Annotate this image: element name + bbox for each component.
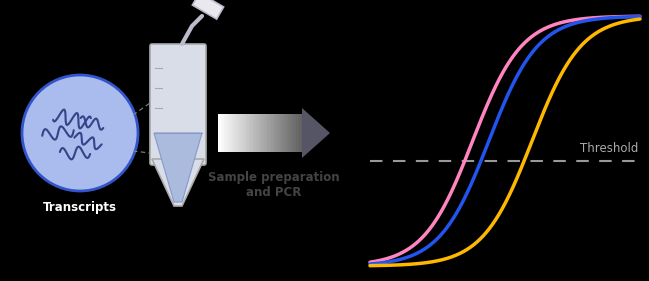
Bar <box>239 114 240 152</box>
Text: Threshold: Threshold <box>580 142 638 155</box>
Bar <box>229 114 230 152</box>
Bar <box>257 114 258 152</box>
Bar <box>221 114 222 152</box>
Bar <box>275 114 277 152</box>
Polygon shape <box>302 108 330 158</box>
Bar <box>288 114 289 152</box>
Bar <box>285 114 287 152</box>
Bar <box>287 114 288 152</box>
Bar <box>274 114 275 152</box>
Bar <box>253 114 254 152</box>
Bar <box>267 114 269 152</box>
Bar <box>264 114 265 152</box>
Bar <box>252 114 253 152</box>
Text: Transcripts: Transcripts <box>43 201 117 214</box>
Bar <box>222 114 224 152</box>
Bar <box>234 114 235 152</box>
Text: Sample preparation
and PCR: Sample preparation and PCR <box>208 171 340 199</box>
Bar <box>291 114 292 152</box>
Bar <box>269 114 270 152</box>
Bar <box>262 114 263 152</box>
Bar <box>282 114 284 152</box>
Bar <box>247 114 249 152</box>
Bar <box>281 114 282 152</box>
Bar <box>230 114 232 152</box>
Bar <box>295 114 297 152</box>
Bar <box>224 114 225 152</box>
Bar <box>263 114 264 152</box>
Bar <box>284 114 285 152</box>
Polygon shape <box>192 0 224 19</box>
Bar <box>297 114 298 152</box>
Bar <box>256 114 257 152</box>
FancyBboxPatch shape <box>150 44 206 165</box>
Bar <box>265 114 267 152</box>
Bar <box>236 114 238 152</box>
Bar <box>225 114 227 152</box>
Bar <box>260 114 262 152</box>
Bar <box>251 114 252 152</box>
Bar <box>246 114 247 152</box>
Bar <box>280 114 281 152</box>
Bar <box>273 114 274 152</box>
Bar <box>292 114 293 152</box>
Bar <box>300 114 302 152</box>
Polygon shape <box>152 159 204 206</box>
Bar <box>219 114 221 152</box>
Bar <box>243 114 245 152</box>
Bar <box>218 114 219 152</box>
Bar <box>240 114 242 152</box>
Bar <box>249 114 251 152</box>
Bar <box>227 114 228 152</box>
Bar <box>238 114 239 152</box>
Circle shape <box>22 75 138 191</box>
Bar <box>245 114 246 152</box>
Bar <box>278 114 280 152</box>
Bar <box>270 114 271 152</box>
Bar <box>299 114 300 152</box>
Bar <box>271 114 273 152</box>
Bar <box>277 114 278 152</box>
Bar <box>289 114 291 152</box>
Bar <box>242 114 243 152</box>
Bar <box>232 114 234 152</box>
Bar <box>228 114 229 152</box>
Bar <box>298 114 299 152</box>
Bar <box>293 114 295 152</box>
Bar <box>254 114 256 152</box>
Polygon shape <box>154 133 202 202</box>
Bar <box>235 114 236 152</box>
Bar <box>258 114 260 152</box>
